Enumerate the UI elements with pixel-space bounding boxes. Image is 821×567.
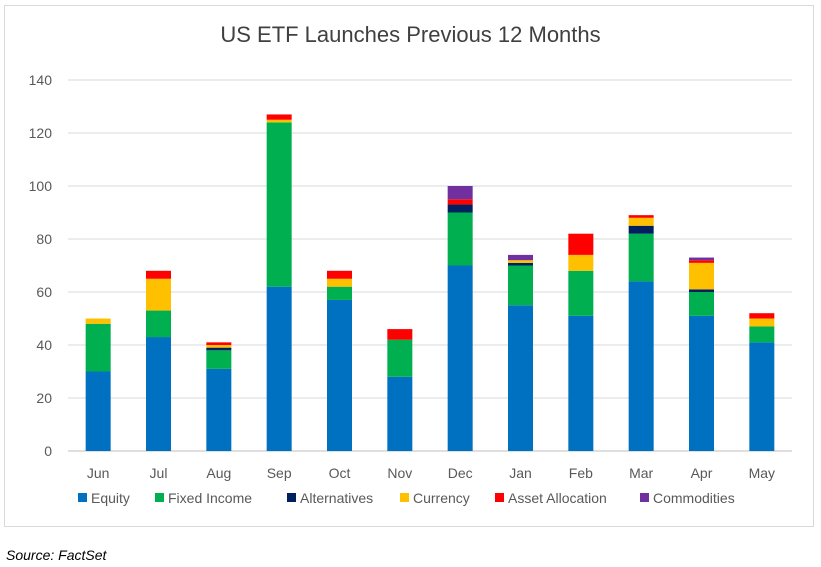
bar-segment xyxy=(628,225,654,234)
bar-segment xyxy=(749,342,775,451)
bar-segment xyxy=(146,310,171,338)
y-tick-label: 0 xyxy=(44,443,52,459)
bar-segment xyxy=(447,204,473,213)
x-tick-label: Nov xyxy=(387,465,412,481)
x-tick-label: Oct xyxy=(329,465,351,481)
bar-segment xyxy=(628,233,654,282)
bar-segment xyxy=(206,345,232,348)
bar-segment xyxy=(689,260,714,263)
bar-segment xyxy=(749,313,775,319)
x-tick-label: May xyxy=(749,465,775,481)
chart-title: US ETF Launches Previous 12 Months xyxy=(220,22,601,47)
legend-swatch xyxy=(287,493,296,502)
bar-segment xyxy=(85,323,111,372)
bar-segment xyxy=(689,289,714,292)
bar-segment xyxy=(568,270,594,316)
bar-segment xyxy=(568,233,594,255)
bar-segment xyxy=(689,257,714,261)
bar-segment xyxy=(749,318,775,327)
x-tick-label: Feb xyxy=(569,465,593,481)
legend-swatch xyxy=(400,493,409,502)
bar-segment xyxy=(327,278,352,287)
bar-segment xyxy=(689,292,714,316)
legend-label: Equity xyxy=(91,490,130,506)
x-tick-label: Dec xyxy=(448,465,473,481)
bar-segment xyxy=(146,278,171,311)
bar-segment xyxy=(508,254,533,261)
bar-segment xyxy=(327,270,352,279)
legend-label: Commodities xyxy=(653,490,735,506)
bar-segment xyxy=(85,318,111,324)
bar-segment xyxy=(206,368,232,451)
bar-segment xyxy=(508,262,533,266)
x-tick-label: Jan xyxy=(509,465,532,481)
y-tick-label: 100 xyxy=(29,178,53,194)
bar-segment xyxy=(568,315,594,451)
bar-segment xyxy=(508,305,533,451)
bar-segment xyxy=(447,199,473,205)
bar-segment xyxy=(206,350,232,369)
bar-segment xyxy=(266,119,292,123)
legend-label: Fixed Income xyxy=(168,490,252,506)
bar-segment xyxy=(447,186,473,200)
legend-label: Currency xyxy=(413,490,470,506)
y-tick-label: 140 xyxy=(29,72,53,88)
bar-segment xyxy=(628,217,654,226)
bar-segment xyxy=(447,265,473,451)
y-tick-label: 40 xyxy=(36,337,52,353)
legend-swatch xyxy=(78,493,87,502)
legend-swatch xyxy=(640,493,649,502)
bar-segment xyxy=(568,254,594,271)
bar-segment xyxy=(85,371,111,451)
chart-plot: 0 20 40 60 80 100 120 140 Jun Jul Aug Sep Oct Nov Dec J… xyxy=(29,72,792,506)
bar-segment xyxy=(266,114,292,120)
x-tick-label: Jun xyxy=(87,465,110,481)
y-tick-label: 120 xyxy=(29,125,53,141)
legend-label: Alternatives xyxy=(300,490,373,506)
bar-segment xyxy=(266,122,292,287)
bar-segment xyxy=(146,270,171,279)
bar-segment xyxy=(206,342,232,345)
bar-segment xyxy=(628,215,654,218)
x-tick-label: Aug xyxy=(206,465,231,481)
bar-segment xyxy=(206,347,232,351)
bar-segment xyxy=(749,326,775,343)
bar-segment xyxy=(689,262,714,290)
bar-segment xyxy=(628,281,654,451)
y-tick-label: 20 xyxy=(36,390,52,406)
legend-swatch xyxy=(155,493,164,502)
bar-segment xyxy=(387,376,413,451)
bar-segment xyxy=(387,339,413,377)
x-tick-label: Apr xyxy=(691,465,713,481)
bar-segment xyxy=(508,265,533,306)
bar-segment xyxy=(146,337,171,451)
y-tick-label: 80 xyxy=(36,231,52,247)
y-tick-label: 60 xyxy=(36,284,52,300)
bar-segment xyxy=(447,212,473,266)
x-tick-label: Jul xyxy=(150,465,168,481)
bar-segment xyxy=(327,286,352,300)
source-note: Source: FactSet xyxy=(6,547,107,563)
bar-segment xyxy=(387,329,413,340)
bar-segment xyxy=(689,315,714,451)
bar-segment xyxy=(508,260,533,263)
x-tick-label: Mar xyxy=(629,465,653,481)
legend-label: Asset Allocation xyxy=(508,490,607,506)
legend-swatch xyxy=(495,493,504,502)
bar-segment xyxy=(266,286,292,451)
x-tick-label: Sep xyxy=(267,465,292,481)
bar-segment xyxy=(327,299,352,451)
